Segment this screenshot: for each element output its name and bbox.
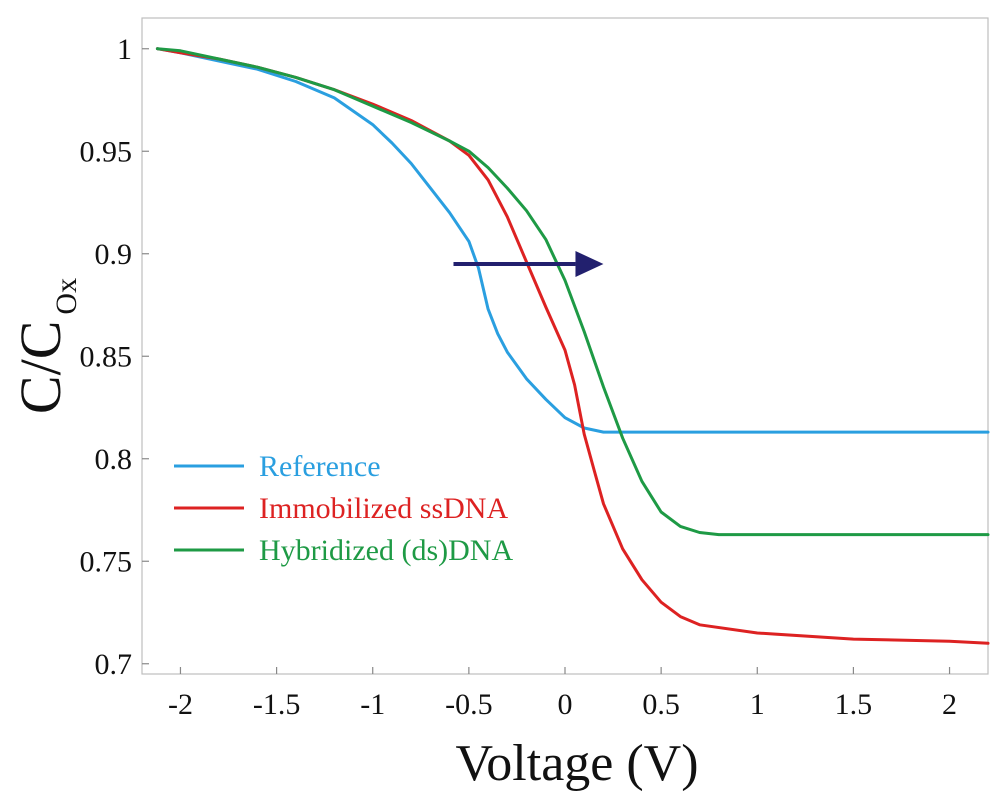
series-layer bbox=[155, 47, 990, 645]
x-tick-label: -2 bbox=[168, 688, 193, 721]
y-axis-title-subscript: Ox bbox=[50, 278, 83, 315]
tick-labels: -2 -1.5 -1 -0.5 0 0.5 1 1.5 2 0.7 0.75 0.8 0.85 0.9 0.… bbox=[80, 33, 958, 721]
series-line-reference bbox=[155, 47, 990, 434]
x-tick-label: -1 bbox=[360, 688, 385, 721]
legend-label-reference: Reference bbox=[259, 450, 381, 483]
y-tick-label: 0.75 bbox=[80, 545, 133, 578]
y-tick-label: 0.8 bbox=[95, 443, 133, 476]
y-tick-label: 0.95 bbox=[80, 135, 133, 168]
legend-label-immobilized-ssdna: Immobilized ssDNA bbox=[259, 492, 508, 525]
ticks bbox=[142, 48, 951, 674]
x-tick-label: -0.5 bbox=[445, 688, 493, 721]
x-tick-label: 1.5 bbox=[835, 688, 873, 721]
y-tick-label: 0.7 bbox=[95, 648, 133, 681]
y-axis-title-main: C/C bbox=[8, 321, 73, 415]
series-line-hybridized-ds-dna bbox=[155, 47, 990, 537]
y-tick-label: 0.9 bbox=[95, 238, 133, 271]
y-axis-title: C/C Ox bbox=[8, 278, 83, 414]
y-tick-label: 0.85 bbox=[80, 340, 133, 373]
legend-label-hybridized-dsdna: Hybridized (ds)DNA bbox=[259, 534, 513, 567]
x-tick-label: -1.5 bbox=[253, 688, 301, 721]
x-axis-title: Voltage (V) bbox=[455, 735, 698, 792]
svg-text:C/COx: C/C Ox bbox=[8, 278, 83, 414]
legend: Reference Immobilized ssDNA Hybridized (… bbox=[174, 450, 513, 567]
x-tick-label: 1 bbox=[750, 688, 765, 721]
x-tick-label: 2 bbox=[942, 688, 957, 721]
y-tick-label: 1 bbox=[117, 33, 132, 66]
x-tick-label: 0 bbox=[558, 688, 573, 721]
annotation-layer bbox=[453, 251, 604, 277]
x-tick-label: 0.5 bbox=[642, 688, 680, 721]
shift-arrow-head bbox=[575, 251, 604, 277]
